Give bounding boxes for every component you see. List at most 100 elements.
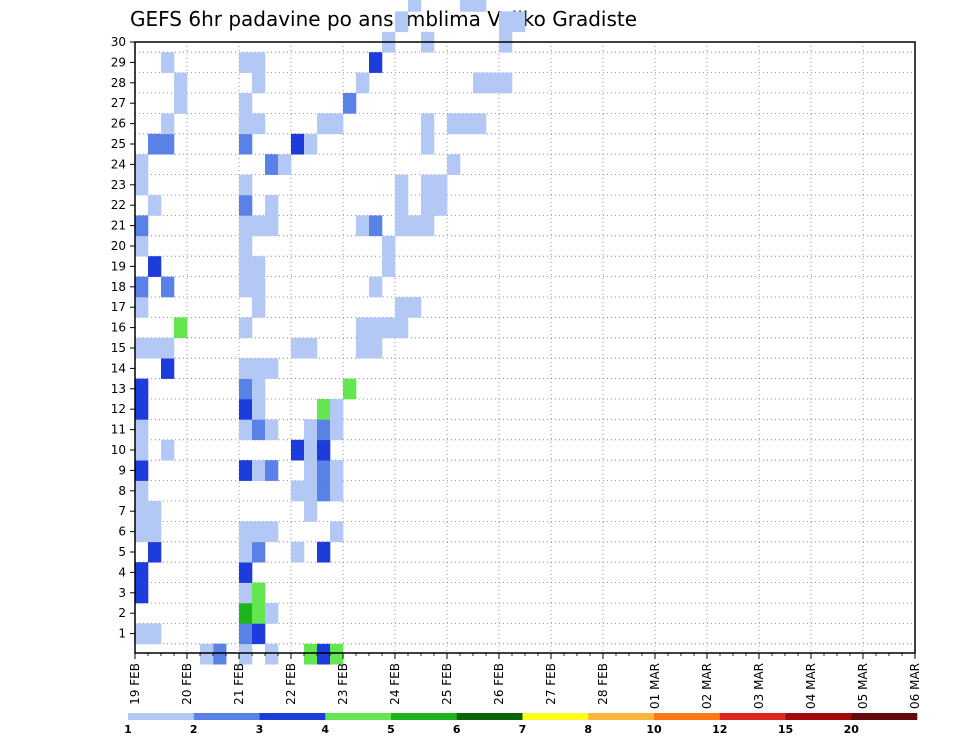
y-tick-label: 28 — [111, 76, 126, 90]
precip-cell — [421, 133, 435, 155]
precip-cell — [239, 256, 253, 277]
precip-cell — [395, 297, 409, 318]
legend-swatch — [654, 713, 721, 720]
legend-label: 3 — [256, 723, 264, 736]
precip-cell — [369, 337, 383, 359]
legend-swatch — [391, 713, 458, 720]
precip-cell — [265, 358, 279, 379]
precip-cell — [239, 378, 253, 400]
precip-cell — [239, 358, 253, 379]
legend-label: 1 — [124, 723, 132, 736]
precip-cell — [135, 623, 149, 645]
color-legend: 1 2 3 4 5 6 7 8 10 12 15 20 — [124, 713, 918, 736]
precip-cell — [252, 52, 266, 73]
precip-cell — [499, 72, 513, 94]
precip-cell — [239, 460, 253, 481]
precip-cell — [291, 337, 305, 359]
x-tick-label: 26 FEB — [492, 663, 506, 705]
precip-cell — [252, 419, 266, 441]
precip-cell — [408, 297, 422, 318]
precip-cell — [512, 11, 526, 33]
legend-label: 15 — [778, 723, 793, 736]
legend-swatch — [325, 713, 392, 720]
precip-cell — [161, 113, 175, 135]
x-tick-label: 21 FEB — [232, 663, 246, 705]
x-tick-label: 04 MAR — [804, 663, 818, 709]
precip-cell — [369, 52, 383, 73]
precip-cell — [382, 235, 396, 257]
precip-cell — [395, 195, 409, 216]
precip-cell — [135, 297, 149, 318]
precip-cell — [252, 399, 266, 420]
precip-cell — [408, 215, 422, 237]
legend-swatch — [588, 713, 655, 720]
x-axis: 19 FEB 20 FEB 21 FEB 22 FEB 23 FEB 24 FEB 25 F… — [128, 653, 922, 709]
precip-cell — [161, 133, 175, 155]
precip-cell — [291, 480, 305, 502]
precip-cell — [304, 133, 318, 155]
legend-swatch — [851, 713, 918, 720]
precip-cell — [161, 52, 175, 73]
precip-cell — [148, 541, 162, 563]
precip-cell — [421, 174, 435, 196]
precip-cell — [161, 337, 175, 359]
y-tick-label: 8 — [118, 484, 126, 498]
y-tick-label: 26 — [111, 117, 126, 131]
precip-cell — [135, 378, 149, 400]
precip-cell — [317, 541, 331, 563]
precip-cell — [304, 419, 318, 441]
precip-cell — [317, 480, 331, 502]
x-tick-label: 25 FEB — [440, 663, 454, 705]
precip-cell — [447, 113, 461, 135]
precip-cell — [317, 439, 331, 461]
precip-cell — [252, 72, 266, 94]
y-tick-label: 13 — [111, 382, 126, 396]
legend-label: 2 — [190, 723, 198, 736]
precip-cell — [304, 337, 318, 359]
y-axis: 1234567891011121314151617181920212223242… — [111, 35, 135, 641]
precip-cell — [369, 317, 383, 339]
precip-cell — [252, 541, 266, 563]
precip-cell — [174, 72, 188, 94]
precip-cell — [421, 113, 435, 135]
y-tick-label: 29 — [111, 55, 126, 69]
precip-cell — [473, 72, 487, 94]
precip-cell — [135, 521, 149, 543]
precip-cell — [239, 276, 253, 298]
y-tick-label: 4 — [118, 565, 126, 579]
x-tick-label: 23 FEB — [336, 663, 350, 705]
legend-swatch — [128, 713, 195, 720]
chart-title: GEFS 6hr padavine po ansamblima Veliko G… — [130, 7, 637, 31]
precip-cell — [265, 215, 279, 237]
precip-cell — [239, 195, 253, 216]
precip-cell — [252, 215, 266, 237]
precip-cell — [148, 133, 162, 155]
precip-cell — [304, 460, 318, 481]
precip-cell — [239, 133, 253, 155]
y-tick-label: 15 — [111, 341, 126, 355]
precip-cell — [252, 358, 266, 379]
precip-cell — [161, 276, 175, 298]
legend-label: 20 — [844, 723, 860, 736]
precip-cell — [395, 215, 409, 237]
precip-cell — [135, 582, 149, 604]
precip-cell — [239, 419, 253, 441]
precip-cell — [135, 460, 149, 481]
precip-cell — [356, 72, 370, 94]
x-tick-label: 05 MAR — [856, 663, 870, 709]
y-tick-label: 5 — [118, 545, 126, 559]
precip-cell — [317, 460, 331, 481]
precip-cell — [239, 174, 253, 196]
legend-swatch — [259, 713, 326, 720]
precip-cell — [265, 521, 279, 543]
precip-cell — [252, 297, 266, 318]
precip-cell — [369, 215, 383, 237]
precip-cell — [304, 501, 318, 522]
y-tick-label: 25 — [111, 137, 126, 151]
precip-cell — [135, 501, 149, 522]
x-tick-label: 03 MAR — [752, 663, 766, 709]
precip-cell — [148, 195, 162, 216]
precip-cell — [434, 174, 448, 196]
y-tick-label: 27 — [111, 96, 126, 110]
